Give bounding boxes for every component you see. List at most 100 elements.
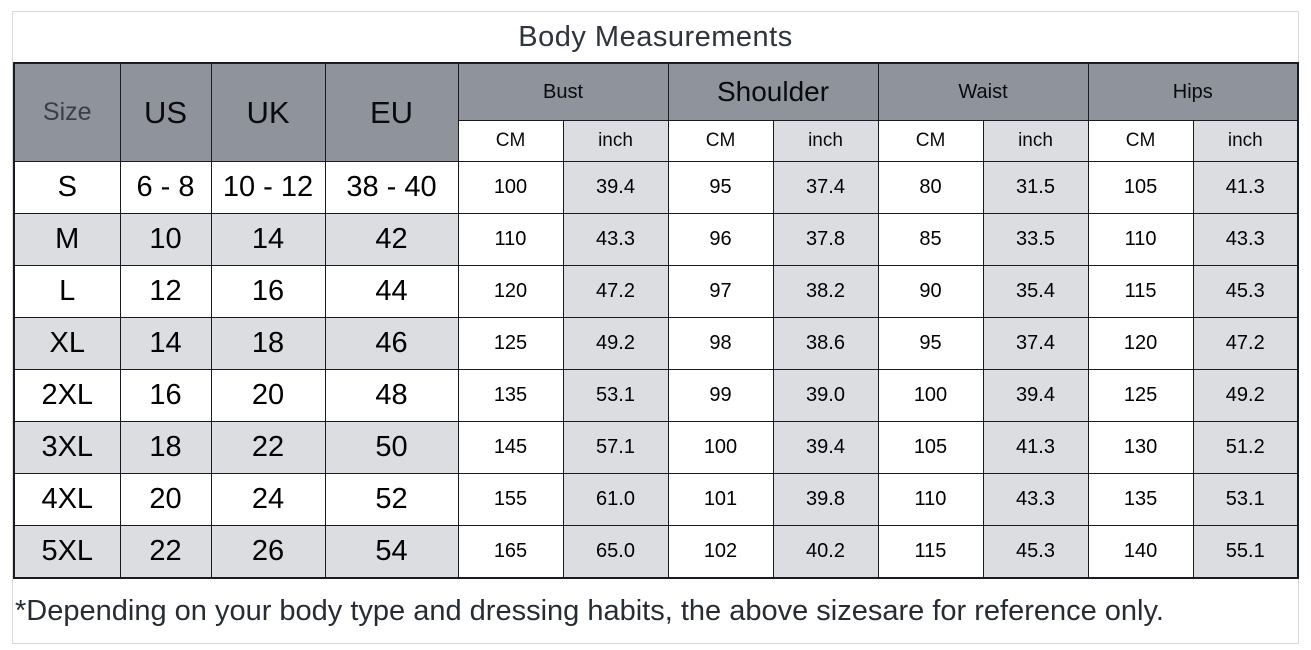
group-header-bust: Bust (457, 62, 669, 121)
group-header-hips: Hips (1087, 62, 1299, 121)
cell-shoulder-cm: 97 (667, 265, 774, 318)
table-row: 4XL 20 24 52 155 61.0 101 39.8 110 43.3 … (13, 473, 1299, 526)
cell-bust-inch: 61.0 (562, 473, 669, 526)
cell-hips-inch: 49.2 (1192, 369, 1299, 422)
table-row: 3XL 18 22 50 145 57.1 100 39.4 105 41.3 … (13, 421, 1299, 474)
cell-uk: 20 (210, 369, 326, 422)
cell-shoulder-cm: 99 (667, 369, 774, 422)
cell-size: L (13, 265, 121, 318)
table-row: 5XL 22 26 54 165 65.0 102 40.2 115 45.3 … (13, 525, 1299, 579)
cell-eu: 50 (324, 421, 459, 474)
cell-waist-inch: 45.3 (982, 525, 1089, 579)
cell-hips-inch: 55.1 (1192, 525, 1299, 579)
cell-us: 6 - 8 (119, 161, 212, 214)
unit-header-bust-cm: CM (457, 120, 564, 162)
cell-bust-inch: 65.0 (562, 525, 669, 579)
cell-hips-cm: 105 (1087, 161, 1194, 214)
cell-hips-inch: 45.3 (1192, 265, 1299, 318)
cell-bust-cm: 135 (457, 369, 564, 422)
cell-waist-inch: 35.4 (982, 265, 1089, 318)
column-header-size: Size (13, 62, 121, 162)
cell-shoulder-inch: 38.2 (772, 265, 879, 318)
cell-bust-cm: 120 (457, 265, 564, 318)
cell-shoulder-inch: 39.8 (772, 473, 879, 526)
chart-title: Body Measurements (518, 20, 793, 53)
cell-uk: 10 - 12 (210, 161, 326, 214)
unit-header-bust-inch: inch (562, 120, 669, 162)
cell-bust-cm: 110 (457, 213, 564, 266)
cell-shoulder-inch: 39.0 (772, 369, 879, 422)
cell-uk: 26 (210, 525, 326, 579)
cell-eu: 38 - 40 (324, 161, 459, 214)
cell-eu: 42 (324, 213, 459, 266)
cell-size: S (13, 161, 121, 214)
group-header-shoulder: Shoulder (667, 62, 879, 121)
cell-size: XL (13, 317, 121, 370)
cell-eu: 46 (324, 317, 459, 370)
cell-shoulder-inch: 40.2 (772, 525, 879, 579)
table-header: Size US UK EU Bust Shoulder Waist Hips C… (13, 62, 1299, 162)
cell-hips-inch: 53.1 (1192, 473, 1299, 526)
cell-uk: 24 (210, 473, 326, 526)
cell-eu: 52 (324, 473, 459, 526)
cell-us: 20 (119, 473, 212, 526)
table-row: L 12 16 44 120 47.2 97 38.2 90 35.4 115 … (13, 265, 1299, 318)
measurements-table: Size US UK EU Bust Shoulder Waist Hips C… (13, 62, 1300, 579)
cell-waist-inch: 41.3 (982, 421, 1089, 474)
cell-hips-cm: 130 (1087, 421, 1194, 474)
cell-hips-cm: 140 (1087, 525, 1194, 579)
cell-waist-cm: 100 (877, 369, 984, 422)
cell-hips-inch: 41.3 (1192, 161, 1299, 214)
unit-header-waist-cm: CM (877, 120, 984, 162)
cell-shoulder-inch: 39.4 (772, 421, 879, 474)
column-header-us: US (119, 62, 212, 162)
cell-us: 12 (119, 265, 212, 318)
cell-bust-cm: 165 (457, 525, 564, 579)
cell-size: M (13, 213, 121, 266)
size-chart-panel: Body Measurements Size US UK EU Bust Sho… (12, 11, 1300, 644)
table-body: S 6 - 8 10 - 12 38 - 40 100 39.4 95 37.4… (13, 161, 1299, 579)
cell-bust-inch: 43.3 (562, 213, 669, 266)
cell-waist-cm: 80 (877, 161, 984, 214)
cell-bust-inch: 47.2 (562, 265, 669, 318)
cell-hips-cm: 135 (1087, 473, 1194, 526)
cell-bust-inch: 49.2 (562, 317, 669, 370)
cell-shoulder-inch: 37.8 (772, 213, 879, 266)
cell-bust-inch: 39.4 (562, 161, 669, 214)
cell-shoulder-inch: 38.6 (772, 317, 879, 370)
cell-shoulder-cm: 100 (667, 421, 774, 474)
unit-header-hips-inch: inch (1192, 120, 1299, 162)
cell-waist-cm: 110 (877, 473, 984, 526)
cell-hips-cm: 125 (1087, 369, 1194, 422)
cell-size: 4XL (13, 473, 121, 526)
cell-waist-cm: 95 (877, 317, 984, 370)
cell-us: 18 (119, 421, 212, 474)
table-row: XL 14 18 46 125 49.2 98 38.6 95 37.4 120… (13, 317, 1299, 370)
cell-us: 10 (119, 213, 212, 266)
cell-bust-inch: 57.1 (562, 421, 669, 474)
cell-uk: 16 (210, 265, 326, 318)
cell-hips-inch: 51.2 (1192, 421, 1299, 474)
unit-header-waist-inch: inch (982, 120, 1089, 162)
cell-waist-inch: 33.5 (982, 213, 1089, 266)
table-row: S 6 - 8 10 - 12 38 - 40 100 39.4 95 37.4… (13, 161, 1299, 214)
cell-hips-inch: 47.2 (1192, 317, 1299, 370)
cell-size: 5XL (13, 525, 121, 579)
cell-waist-cm: 85 (877, 213, 984, 266)
unit-header-hips-cm: CM (1087, 120, 1194, 162)
table-row: M 10 14 42 110 43.3 96 37.8 85 33.5 110 … (13, 213, 1299, 266)
header-group-row: Size US UK EU Bust Shoulder Waist Hips (13, 62, 1299, 162)
cell-hips-inch: 43.3 (1192, 213, 1299, 266)
header-unit-row: CM inch CM inch CM inch CM inch (14, 120, 1299, 162)
cell-bust-cm: 100 (457, 161, 564, 214)
cell-size: 2XL (13, 369, 121, 422)
cell-shoulder-inch: 37.4 (772, 161, 879, 214)
cell-waist-inch: 39.4 (982, 369, 1089, 422)
unit-header-shoulder-inch: inch (772, 120, 879, 162)
cell-shoulder-cm: 96 (667, 213, 774, 266)
cell-bust-cm: 145 (457, 421, 564, 474)
cell-shoulder-cm: 101 (667, 473, 774, 526)
cell-bust-inch: 53.1 (562, 369, 669, 422)
cell-hips-cm: 115 (1087, 265, 1194, 318)
table-row: 2XL 16 20 48 135 53.1 99 39.0 100 39.4 1… (13, 369, 1299, 422)
